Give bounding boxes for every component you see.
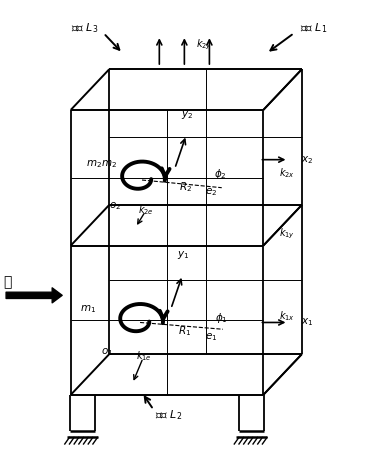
Text: $x_2$: $x_2$ [301, 154, 314, 166]
Text: $o_1$: $o_1$ [101, 346, 114, 358]
Text: 竖轴 $L_2$: 竖轴 $L_2$ [155, 408, 183, 422]
Text: $\phi_2$: $\phi_2$ [214, 167, 227, 181]
Text: $k_{1e}$: $k_{1e}$ [136, 349, 152, 363]
Text: $y_2$: $y_2$ [181, 109, 193, 121]
Text: $e_1$: $e_1$ [205, 331, 218, 343]
Text: $m_1$: $m_1$ [80, 303, 96, 315]
Text: 竖轴 $L_1$: 竖轴 $L_1$ [300, 22, 327, 35]
Text: $o_2$: $o_2$ [109, 200, 121, 212]
Text: $k_{2x}$: $k_{2x}$ [279, 167, 295, 180]
Text: $R_1$: $R_1$ [178, 324, 191, 339]
Text: $m_2$: $m_2$ [86, 158, 102, 170]
Text: $e_2$: $e_2$ [205, 187, 217, 198]
Text: $k_{1x}$: $k_{1x}$ [279, 309, 295, 323]
Text: $k_{2e}$: $k_{2e}$ [138, 203, 154, 217]
Text: $y_1$: $y_1$ [177, 249, 189, 262]
Text: $x_1$: $x_1$ [301, 317, 314, 329]
Text: 风: 风 [3, 275, 12, 289]
Text: $\phi_1$: $\phi_1$ [215, 311, 227, 325]
Text: $k_{2y}$: $k_{2y}$ [196, 37, 212, 51]
Text: $k_{1y}$: $k_{1y}$ [279, 227, 295, 242]
Text: 竖轴 $L_3$: 竖轴 $L_3$ [71, 22, 98, 35]
Text: $R_2$: $R_2$ [179, 180, 192, 194]
Text: $m_2$: $m_2$ [100, 158, 116, 170]
